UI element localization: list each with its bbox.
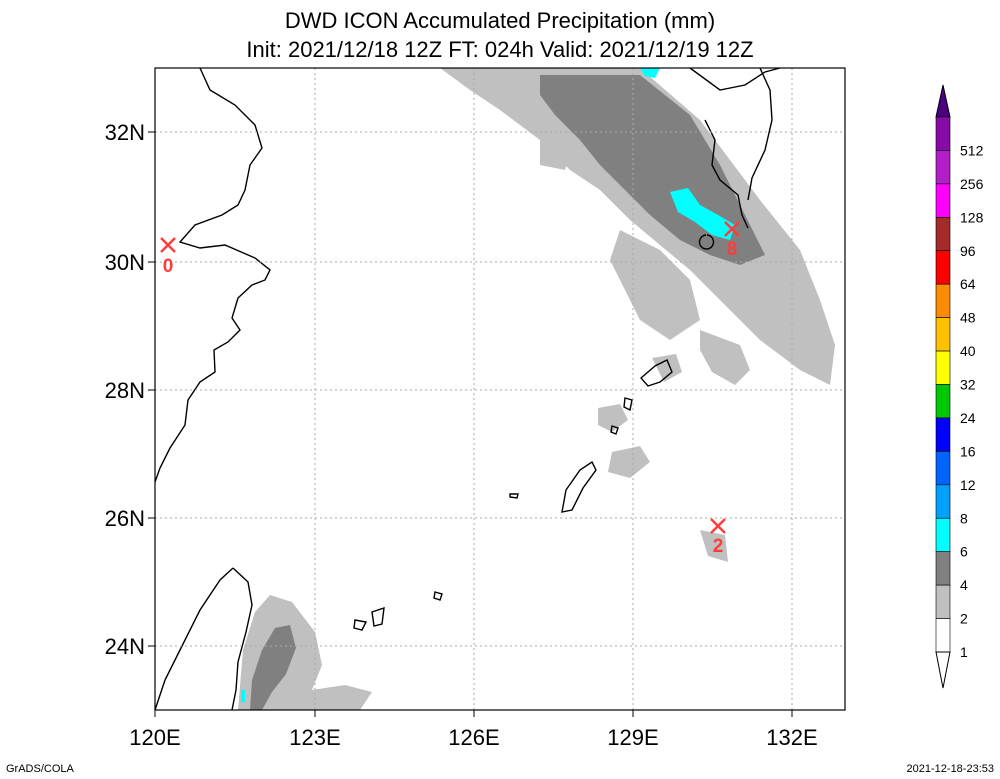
credit-text: GrADS/COLA [6,763,74,775]
lat-label-32n: 32N [105,120,145,145]
yakushima [698,234,715,250]
colorbar-label: 40 [960,343,976,359]
lon-label-123e: 123E [289,725,340,750]
precip-1mm-scatter1 [598,404,628,432]
colorbar-swatch [935,384,951,419]
island-2 [509,493,519,499]
map-subtitle: Init: 2021/12/18 12Z FT: 024h Valid: 202… [246,37,754,62]
china-coast [154,67,271,483]
colorbar-swatch [935,283,951,318]
island-5 [433,591,443,601]
station-0: 0 [160,237,176,277]
kyushu [689,67,781,229]
colorbar-swatch [935,584,951,619]
colorbar-label: 6 [960,544,968,560]
colorbar-top-arrow [935,84,951,118]
colorbar-swatch [935,116,951,151]
grid [155,68,845,710]
colorbar-swatch [935,350,951,385]
lon-label-126e: 126E [448,725,499,750]
colorbar-label: 48 [960,310,976,326]
colorbar-label: 24 [960,410,976,426]
colorbar-bottom-arrow [935,651,951,689]
colorbar-swatch [935,618,951,653]
precip-2mm-sw [250,625,296,710]
colorbar-swatch [935,517,951,552]
station-8-value: 8 [727,239,738,260]
lat-label-28n: 28N [105,378,145,403]
colorbar-label: 1 [960,644,968,660]
precip-1mm-scatter4 [700,530,728,562]
amami [561,460,597,513]
map-frame [154,67,846,711]
colorbar-label: 64 [960,276,976,292]
precip-1mm-scatter3 [652,354,682,382]
colorbar-swatch [935,250,951,285]
colorbar-swatch [935,183,951,218]
colorbar-label: 16 [960,443,976,459]
lat-label-30n: 30N [105,250,145,275]
colorbar-label: 32 [960,377,976,393]
island-6 [610,425,619,435]
colorbar-label: 4 [960,577,968,593]
colorbar-label: 256 [960,176,984,192]
station-8: 8 [724,221,740,260]
precip-4mm-sw [241,690,245,702]
island-4 [371,606,385,627]
colorbar-label: 512 [960,142,984,158]
okinawa [640,359,673,387]
map-title: DWD ICON Accumulated Precipitation (mm) [284,8,716,33]
colorbar-label: 96 [960,243,976,259]
colorbar-swatch [935,451,951,486]
lat-label-26n: 26N [105,506,145,531]
precip-4mm-top [640,68,660,78]
taiwan [154,567,253,711]
precip-1mm-patch-ne4 [540,140,570,170]
coastlines [154,67,781,711]
colorbar-swatch [935,217,951,252]
precip-1mm-patch-ne3 [700,330,750,385]
colorbar-swatch [935,150,951,185]
colorbar-swatch [935,484,951,519]
lon-label-120e: 120E [129,725,180,750]
lon-label-129e: 129E [607,725,658,750]
colorbar-label: 12 [960,477,976,493]
colorbar-label: 128 [960,209,984,225]
lon-label-132e: 132E [766,725,817,750]
precip-1mm-band-ne [440,68,835,385]
island-1 [623,397,633,412]
island-3 [353,619,368,631]
station-2: 2 [710,518,726,557]
precip-1mm-patch-ne2 [610,230,700,340]
precip-4mm-patch [670,188,735,240]
colorbar-swatch [935,551,951,586]
station-0-value: 0 [163,256,174,277]
colorbar-label: 2 [960,611,968,627]
axis-ticks [148,131,793,717]
timestamp-text: 2021-12-18-23:53 [906,763,994,775]
precip-1mm-scatter2 [608,446,650,478]
lat-label-24n: 24N [105,634,145,659]
colorbar-label: 8 [960,510,968,526]
station-2-value: 2 [713,536,724,557]
colorbar-swatch [935,417,951,452]
colorbar-swatch [935,317,951,352]
